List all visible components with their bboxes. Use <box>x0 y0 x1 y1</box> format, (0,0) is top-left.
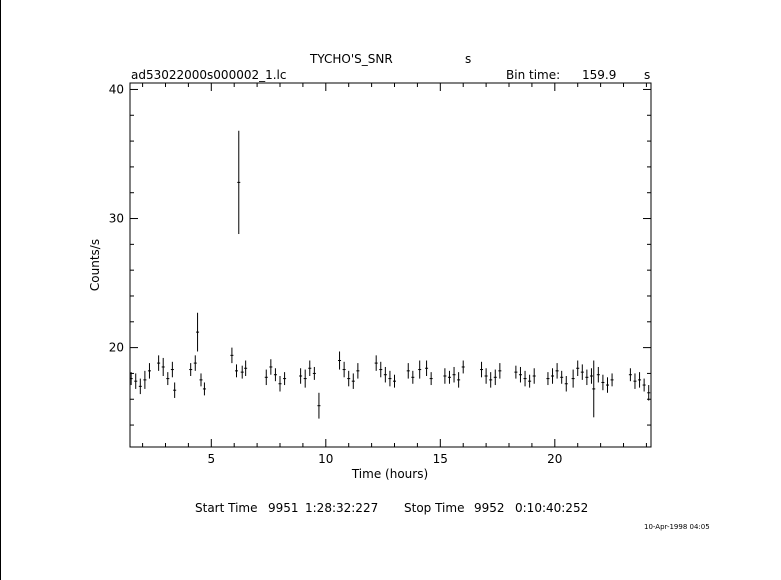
y-tick-label: 40 <box>109 82 124 96</box>
plot-frame <box>129 82 652 448</box>
x-tick-label: 20 <box>547 452 562 466</box>
bin-time-label: Bin time: <box>506 68 561 82</box>
window-left-border <box>0 0 1 580</box>
object-title: TYCHO'S_SNR <box>310 52 393 66</box>
y-axis-label: Counts/s <box>88 239 102 291</box>
start-time-label: Start Time <box>195 501 258 515</box>
x-axis-label: Time (hours) <box>351 467 428 481</box>
bin-time-unit: s <box>644 68 651 82</box>
stop-time-day: 9952 <box>474 501 505 515</box>
start-time-day: 9951 <box>268 501 299 515</box>
x-tick-label: 10 <box>318 452 333 466</box>
y-tick-label: 20 <box>109 341 124 355</box>
start-time-clock: 1:28:32:227 <box>305 501 379 515</box>
bin-time-value: 159.9 <box>582 68 617 82</box>
date-stamp: 10-Apr-1998 04:05 <box>644 523 710 531</box>
y-tick-label: 30 <box>109 212 124 226</box>
file-name: ad53022000s000002_1.lc <box>131 68 287 82</box>
x-tick-label: 15 <box>433 452 448 466</box>
stop-time-clock: 0:10:40:252 <box>515 501 589 515</box>
object-unit: s <box>465 52 472 66</box>
axis-ticks: 5 10 15 20 20 30 40 <box>109 82 651 466</box>
x-tick-label: 5 <box>207 452 215 466</box>
stop-time-label: Stop Time <box>404 501 465 515</box>
data-points <box>129 130 651 419</box>
